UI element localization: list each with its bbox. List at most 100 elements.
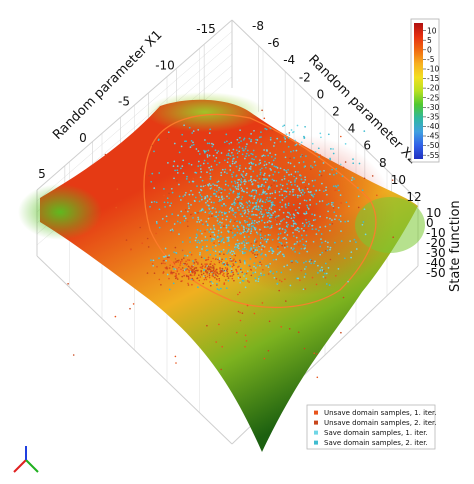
unsave-sample [168,267,171,269]
save-sample [283,255,285,258]
save-sample [275,271,278,273]
save-sample [218,243,220,246]
save-sample [317,264,319,267]
save-sample [241,203,243,205]
save-sample [168,288,171,291]
save-sample [270,214,273,216]
save-sample [279,250,282,253]
save-sample [264,234,267,237]
save-sample [303,261,305,264]
save-sample [362,221,365,223]
save-sample [250,246,252,249]
unsave-sample [163,259,165,262]
save-sample [214,149,217,152]
save-sample [185,178,188,180]
save-sample [287,161,290,164]
save-sample [208,207,210,210]
save-sample [253,250,256,253]
save-sample [261,252,263,255]
save-sample [288,212,291,214]
save-sample [329,217,331,220]
unsave-sample [316,376,319,379]
unsave-sample [146,237,149,240]
save-sample [272,212,274,214]
save-sample [228,211,231,213]
save-sample [226,140,228,143]
save-sample [274,153,277,156]
save-sample [216,288,219,290]
save-sample [232,158,234,160]
save-sample [235,246,237,249]
save-sample [226,215,228,218]
unsave-sample [220,260,223,263]
save-sample [266,212,269,214]
save-sample [245,277,248,280]
save-sample [253,197,255,200]
save-sample [204,211,207,214]
save-sample [226,195,228,198]
save-sample [271,238,274,241]
save-sample [161,218,164,220]
save-sample [314,260,316,263]
unsave-sample [285,193,287,195]
save-sample [287,223,289,226]
unsave-sample [173,271,175,274]
save-sample [243,244,246,246]
save-sample [181,165,184,167]
save-sample [319,226,321,228]
save-sample [239,183,242,186]
unsave-sample [331,223,334,225]
unsave-sample [158,278,161,281]
save-sample [244,180,247,183]
save-sample [294,229,297,231]
unsave-sample [224,267,227,269]
save-sample [255,231,258,234]
save-sample [261,193,263,196]
unsave-sample [191,283,193,286]
save-sample [268,161,271,164]
save-sample [270,249,273,252]
save-sample [256,232,259,235]
save-sample [267,234,270,236]
save-sample [313,193,316,196]
unsave-sample [209,263,211,265]
save-sample [315,203,318,205]
unsave-sample [175,261,178,263]
save-sample [302,190,304,192]
save-sample [317,229,320,232]
save-sample [226,154,228,157]
unsave-sample [207,258,210,261]
x1-tick-labels: -15-10-505 [38,22,216,181]
save-sample [167,162,169,164]
save-sample [300,174,302,177]
unsave-sample [371,175,374,177]
save-sample [258,200,261,203]
save-sample [305,218,307,221]
save-sample [320,136,322,139]
save-sample [187,202,190,205]
save-sample [292,194,295,196]
save-sample [213,238,216,241]
unsave-sample [255,241,257,243]
save-sample [250,195,253,197]
save-sample [209,175,212,178]
unsave-sample [246,214,249,216]
save-sample [252,213,255,216]
save-sample [212,154,215,157]
save-sample [189,146,192,148]
unsave-sample [232,271,234,274]
save-sample [315,189,318,192]
save-sample [275,165,278,168]
unsave-sample [263,357,266,360]
save-sample [317,147,320,150]
save-sample [261,167,263,170]
save-sample [335,167,338,170]
save-sample [258,251,260,253]
unsave-sample [210,266,212,268]
save-sample [250,175,253,178]
save-sample [254,213,257,216]
save-sample [190,163,193,166]
save-sample [220,171,223,174]
save-sample [318,156,320,158]
save-sample [259,169,262,171]
